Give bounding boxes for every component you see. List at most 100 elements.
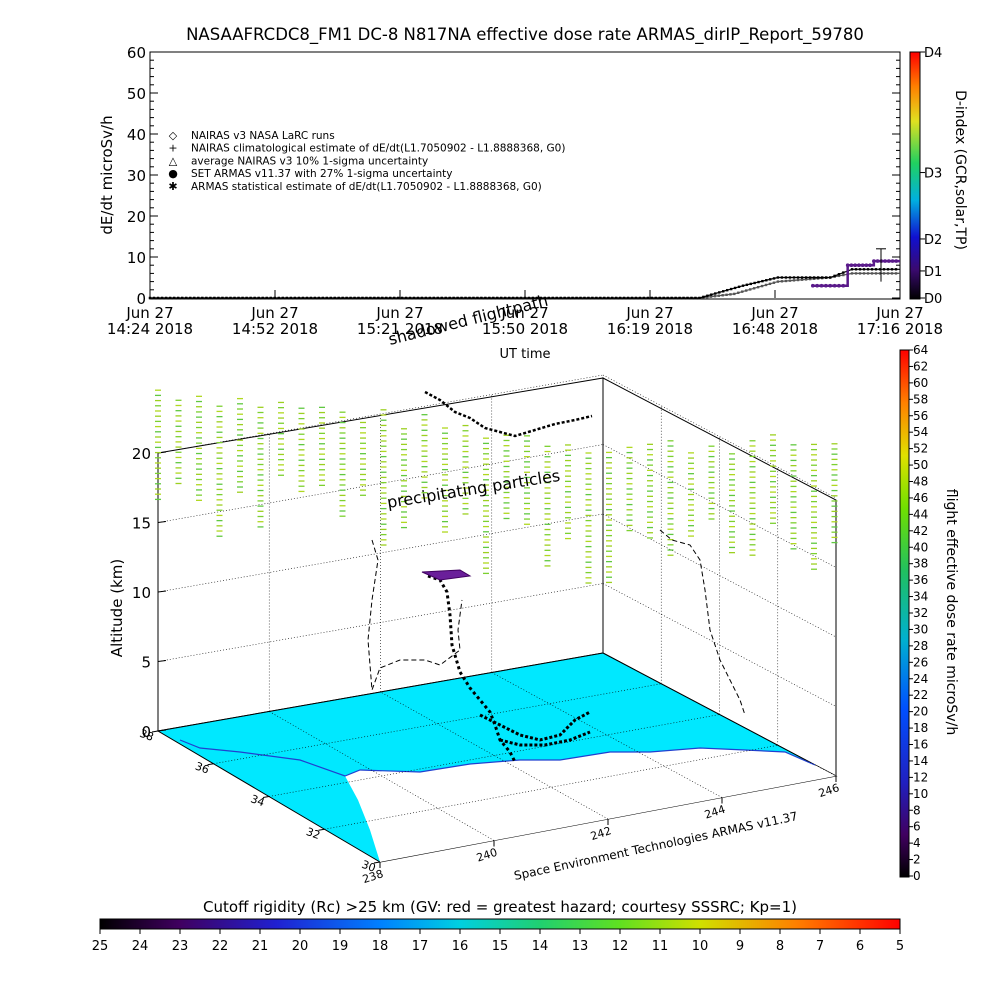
top-series-point — [853, 263, 857, 268]
top-series-point — [882, 268, 886, 271]
cutoff-tick-label: 5 — [896, 939, 904, 954]
top-x-tick-date: Jun 27 — [125, 304, 173, 322]
top-series-point — [349, 296, 352, 300]
legend-symbol: + — [168, 142, 177, 155]
top-series-point — [820, 276, 824, 279]
top-chart-title: NASAAFRCDC8_FM1 DC-8 N817NA effective do… — [186, 25, 864, 45]
top-series-point — [176, 296, 180, 300]
top-y-axis: 0 10 20 30 40 50 60 — [127, 44, 900, 308]
top-series-point — [768, 282, 772, 286]
altitude-tick — [157, 590, 167, 593]
top-y-tick-label: 20 — [127, 208, 146, 226]
top-series-point — [148, 296, 152, 300]
top-series-point — [456, 296, 459, 300]
top-series-point — [583, 296, 586, 300]
top-series-point — [571, 296, 574, 300]
top-series-point — [630, 296, 634, 300]
top-series-point — [400, 296, 404, 300]
top-series-point — [860, 263, 865, 268]
top-series-point — [850, 268, 854, 271]
longitude-tick-label: 246 — [817, 781, 841, 800]
cutoff-rigidity-ticks: 25 24 23 22 21 20 19 18 17 16 15 14 13 12 11 10 9 8 7 6 5 — [92, 929, 904, 954]
top-series-point — [444, 296, 447, 300]
top-series-point — [776, 280, 780, 283]
dindex-label: D-index (GCR,solar,TP) — [952, 90, 968, 250]
dose-rate-tick-label: 36 — [913, 573, 928, 587]
legend-symbol: ✱ — [168, 180, 177, 193]
top-series-point — [241, 296, 244, 300]
dose-rate-tick-label: 22 — [913, 688, 928, 702]
top-series-point — [702, 295, 705, 299]
latitude-tick-label: 32 — [304, 825, 322, 842]
top-series-point — [579, 296, 582, 300]
top-series-point — [875, 259, 880, 263]
cutoff-rigidity-title: Cutoff rigidity (Rc) >25 km (GV: red = g… — [203, 898, 797, 916]
latitude-tick-label: 34 — [249, 792, 267, 809]
top-series-point — [464, 296, 467, 300]
top-series-point — [804, 278, 808, 281]
top-series-point — [404, 296, 408, 300]
top-series-point — [622, 296, 626, 300]
dose-rate-tick-label: 46 — [913, 491, 928, 505]
cutoff-tick-label: 14 — [532, 939, 549, 954]
top-series-line — [150, 268, 900, 299]
top-series-point — [864, 263, 869, 268]
cutoff-tick-label: 17 — [412, 939, 429, 954]
latitude-tick — [262, 796, 270, 798]
top-series-point — [718, 291, 721, 294]
dose-rate-tick-label: 24 — [913, 672, 928, 686]
top-series-point — [440, 296, 443, 300]
altitude-tick — [157, 660, 167, 662]
top-series-point — [868, 263, 872, 268]
top-series-point — [788, 276, 792, 279]
top-series-point — [317, 296, 321, 300]
top-series-point — [567, 296, 570, 300]
top-series-point — [488, 296, 491, 300]
top-series-point — [257, 296, 260, 300]
top-series-point — [706, 294, 709, 297]
dose-rate-tick-label: 18 — [913, 721, 928, 735]
top-series-point — [507, 296, 511, 300]
dindex-colorbar: D0 D1 D2 D3 D4 D-index (GCR,solar,TP) — [909, 46, 968, 307]
top-series-point — [870, 268, 874, 271]
top-series-point — [894, 268, 898, 271]
top-series-point — [729, 293, 732, 296]
cutoff-tick-label: 23 — [172, 939, 189, 954]
top-series-point — [543, 296, 547, 300]
top-series-point — [496, 296, 499, 300]
top-series-point — [385, 296, 388, 300]
altitude-tick-label: 20 — [132, 445, 151, 463]
dose-rate-tick-label: 32 — [913, 606, 928, 620]
top-series-point — [682, 296, 685, 300]
top-series-point — [749, 282, 752, 286]
top-series-point — [866, 272, 870, 275]
top-series-point — [816, 276, 820, 279]
top-series-point — [353, 296, 356, 300]
top-series-point — [209, 296, 212, 300]
cutoff-tick-label: 16 — [452, 939, 469, 954]
top-series-point — [808, 276, 812, 279]
top-series-point — [416, 296, 420, 300]
land-area — [345, 748, 836, 862]
top-series-point — [646, 296, 650, 300]
top-series-point — [866, 268, 870, 271]
top-series-point — [555, 296, 558, 300]
top-series-point — [424, 296, 428, 300]
dose-rate-tick-label: 38 — [913, 557, 928, 571]
dose-rate-tick-label: 50 — [913, 458, 928, 472]
top-series-point — [305, 296, 309, 300]
top-series-point — [213, 296, 216, 300]
top-series-point — [626, 296, 630, 300]
floor-gridline-lat — [324, 744, 778, 830]
top-series-point — [845, 263, 850, 268]
top-series-point — [744, 289, 748, 292]
top-x-tick-time: 14:24 2018 — [107, 320, 193, 338]
top-x-tick-date: Jun 27 — [625, 304, 673, 322]
top-series-point — [595, 296, 598, 300]
top-series-point — [432, 296, 436, 300]
top-series-point — [780, 280, 784, 283]
top-series-point — [796, 276, 800, 279]
right-wall-gridline — [602, 374, 837, 499]
cutoff-tick-label: 19 — [332, 939, 349, 954]
top-series-point — [365, 296, 368, 300]
